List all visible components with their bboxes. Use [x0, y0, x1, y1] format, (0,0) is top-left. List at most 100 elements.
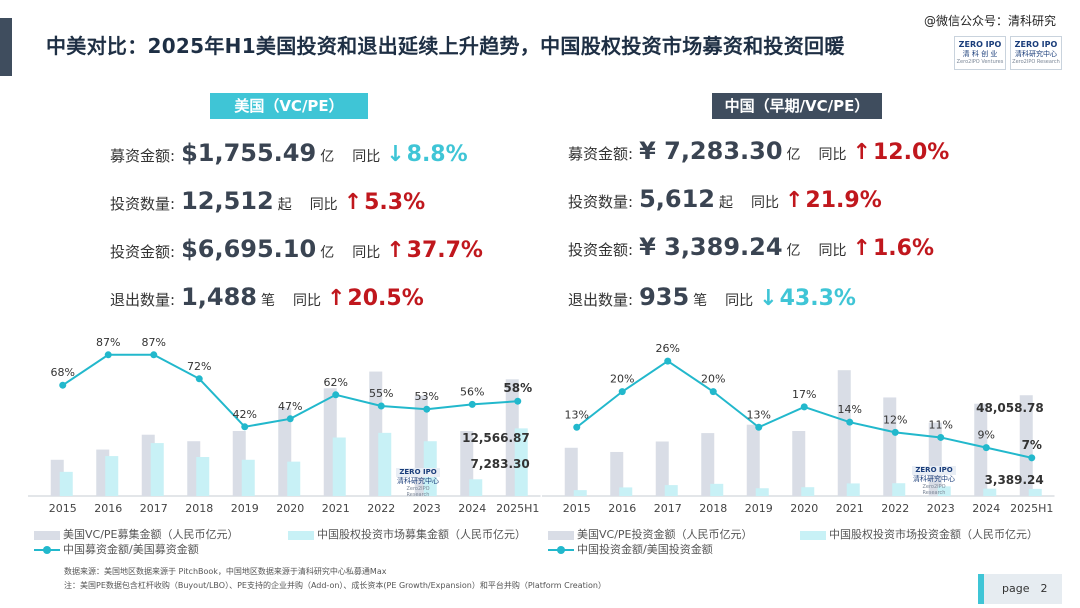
ratio-data-label: 55%: [369, 387, 393, 400]
x-tick-label: 2021: [836, 502, 864, 515]
bar-us-2018: [701, 433, 715, 496]
bar-us-2023: [928, 422, 942, 496]
ratio-point: [423, 405, 431, 413]
cn-kpi-investment-amount: 投资金额: ¥ 3,389.24 亿同比 ↑1.6%: [568, 233, 934, 261]
legend-line-marker-icon: [548, 545, 574, 555]
bar-us-2017: [655, 441, 669, 496]
bar-us-2020: [792, 431, 806, 496]
x-tick-label: 2025H1: [1010, 502, 1053, 515]
x-tick-label: 2017: [140, 502, 168, 515]
up-arrow-icon: ↑: [852, 236, 871, 261]
fundraising-comparison-chart: 2015 2016 2017 2018 2019 2020 2021 2022 2023 2024…: [28, 336, 541, 515]
bar-cn-2024: [469, 479, 483, 496]
cn-kpi-deal-count: 投资数量: 5,612 起同比 ↑21.9%: [568, 185, 882, 213]
bar-us-2019: [746, 424, 760, 496]
ratio-data-label: 11%: [929, 418, 953, 431]
legend-swatch-gray: [34, 530, 60, 540]
ratio-point: [573, 423, 581, 431]
bar-cn-2017: [664, 485, 678, 496]
ratio-point: [982, 444, 990, 452]
bar-cn-2022: [892, 483, 906, 496]
bar-cn-2016: [619, 487, 633, 496]
bar-us-2022: [883, 397, 897, 496]
x-tick-label: 2016: [608, 502, 636, 515]
bar-cn-2018: [196, 457, 210, 496]
bar-cn-2023: [937, 486, 951, 496]
x-tick-label: 2018: [699, 502, 727, 515]
us-section-tag: 美国（VC/PE）: [210, 93, 368, 119]
legend-line-marker-icon: [34, 545, 60, 555]
page-number: page 2: [978, 574, 1062, 604]
us-kpi-exit-count: 退出数量: 1,488 笔同比 ↑20.5%: [110, 283, 424, 311]
ratio-point: [1028, 454, 1036, 462]
legend-cn-fundraising: 中国股权投资市场募集金额（人民币亿元）: [288, 526, 526, 542]
bar-cn-2016: [105, 456, 119, 496]
page-title: 中美对比：2025年H1美国投资和退出延续上升趋势，中国股权投资市场募资和投资回…: [46, 34, 845, 58]
ratio-data-label: 47%: [278, 400, 302, 413]
up-arrow-icon: ↑: [852, 140, 871, 165]
legend-swatch-gray: [548, 530, 574, 540]
bar-cn-2025H1: [514, 428, 528, 496]
ratio-data-label: 26%: [656, 342, 680, 355]
x-tick-label: 2022: [367, 502, 395, 515]
watermark: @微信公众号：清科研究: [924, 14, 1057, 28]
chart-logo-left: ZERO IPO 清科研究中心 Zero2IPO Research: [396, 468, 440, 498]
ratio-point: [468, 400, 476, 408]
ratio-data-label: 13%: [565, 408, 589, 421]
ratio-point: [937, 433, 945, 441]
x-tick-label: 2019: [745, 502, 773, 515]
ratio-data-label: 58%: [503, 381, 532, 395]
ratio-data-label: 13%: [747, 408, 771, 421]
legend-cn-investment: 中国股权投资市场投资金额（人民币亿元）: [800, 526, 1038, 542]
ratio-data-label: 42%: [233, 408, 257, 421]
ratio-point: [755, 423, 763, 431]
up-arrow-icon: ↑: [343, 190, 363, 215]
bar-cn-2015: [59, 471, 73, 496]
ratio-data-label: 12%: [883, 413, 907, 426]
cn-last-value-label: 7,283.30: [471, 457, 530, 471]
x-tick-label: 2024: [972, 502, 1000, 515]
us-kpi-investment-amount: 投资金额: $6,695.10 亿同比 ↑37.7%: [110, 235, 483, 263]
left-accent-bar: [0, 18, 12, 76]
bar-cn-2020: [287, 461, 301, 496]
chart-logo-right: ZERO IPO 清科研究中心 Zero2IPO Research: [912, 466, 956, 496]
ratio-data-label: 20%: [701, 373, 725, 386]
ratio-point: [286, 415, 294, 423]
us-kpi-deal-count: 投资数量: 12,512 起同比 ↑5.3%: [110, 187, 426, 215]
x-tick-label: 2021: [322, 502, 350, 515]
ratio-point: [59, 381, 67, 389]
cn-last-value-label: 3,389.24: [985, 473, 1044, 487]
ratio-data-label: 14%: [838, 403, 862, 416]
us-last-value-label: 12,566.87: [462, 431, 530, 445]
ratio-point: [709, 388, 717, 396]
ratio-data-label: 87%: [96, 336, 120, 349]
bar-cn-2015: [573, 490, 587, 496]
ratio-data-label: 72%: [187, 360, 211, 373]
x-tick-label: 2024: [458, 502, 486, 515]
ratio-point: [195, 375, 203, 383]
x-tick-label: 2023: [413, 502, 441, 515]
ratio-point: [241, 423, 249, 431]
bar-us-2025H1: [1019, 395, 1033, 496]
ratio-data-label: 20%: [610, 373, 634, 386]
zero2ipo-ventures-logo: ZERO IPO 清 科 创 业 Zero2IPO Ventures: [954, 36, 1006, 70]
legend-us-investment: 美国VC/PE投资金额（人民币亿元）: [548, 526, 753, 542]
ratio-point: [664, 357, 672, 365]
x-tick-label: 2017: [654, 502, 682, 515]
cn-kpi-exit-count: 退出数量: 935 笔同比 ↓43.3%: [568, 283, 856, 311]
bar-cn-2018: [710, 483, 724, 496]
ratio-data-label: 87%: [142, 336, 166, 349]
bar-cn-2021: [332, 437, 346, 496]
up-arrow-icon: ↑: [386, 238, 405, 263]
bar-cn-2022: [378, 432, 392, 496]
legend-swatch-cyan: [800, 530, 826, 540]
x-tick-label: 2025H1: [496, 502, 539, 515]
bar-cn-2017: [150, 443, 164, 496]
down-arrow-icon: ↓: [386, 142, 405, 167]
ratio-point: [150, 351, 158, 359]
ratio-point: [800, 403, 808, 411]
ratio-data-label: 62%: [324, 376, 348, 389]
x-tick-label: 2015: [49, 502, 77, 515]
cn-section-tag: 中国（早期/VC/PE）: [712, 93, 882, 119]
ratio-data-label: 53%: [415, 390, 439, 403]
